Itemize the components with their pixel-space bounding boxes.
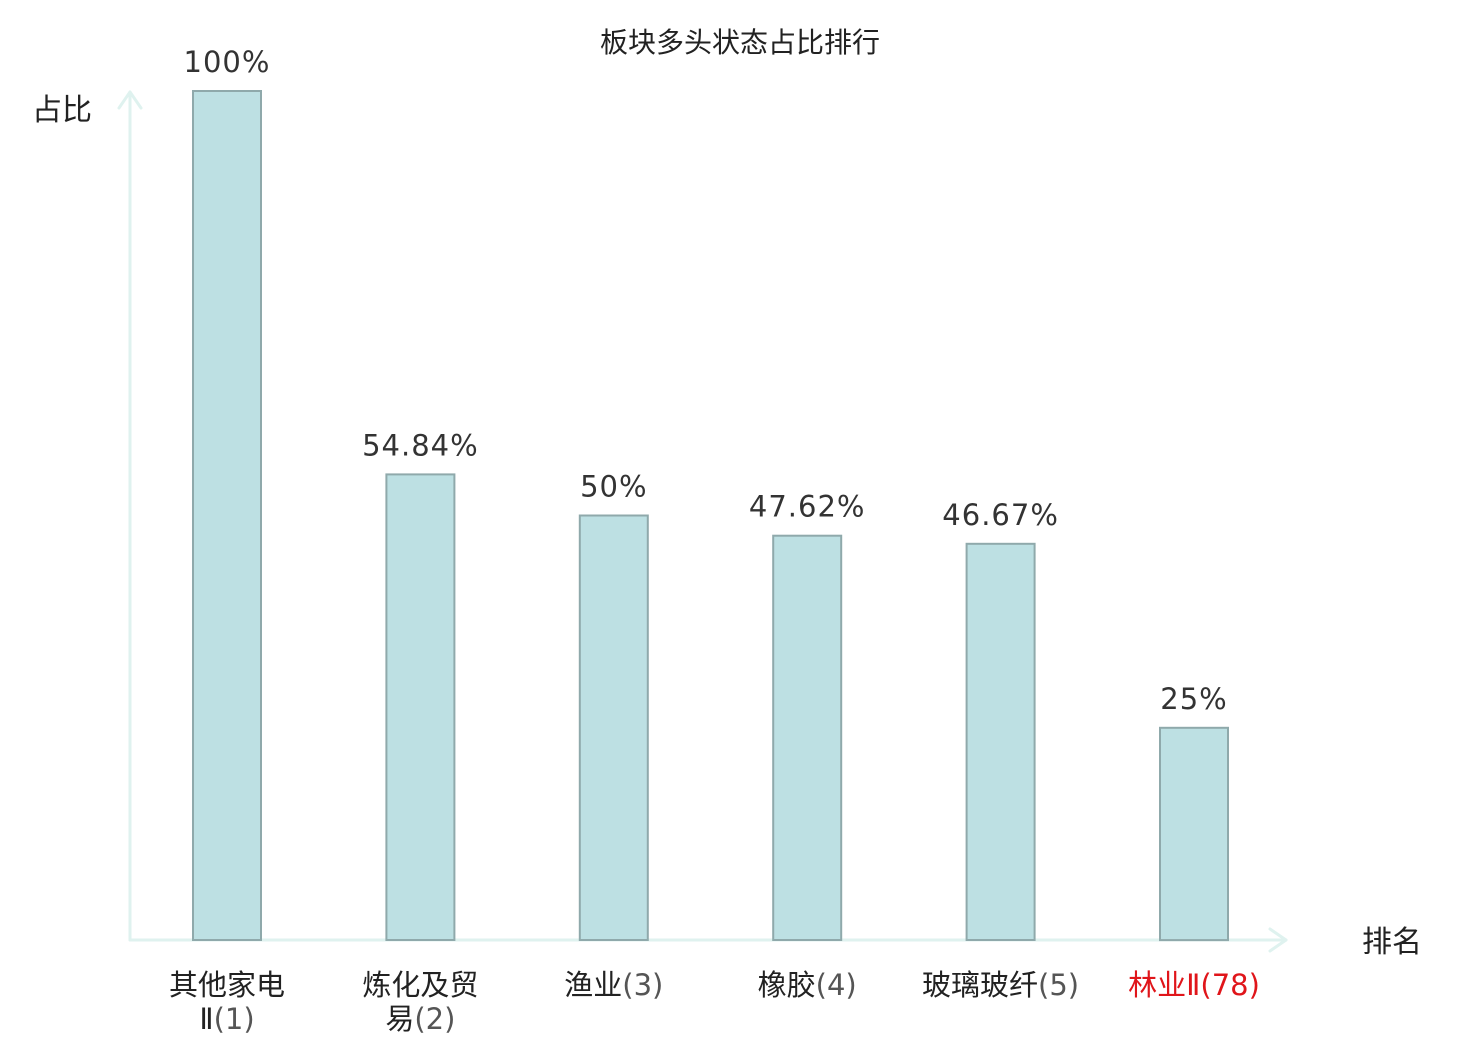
bar-series [192,90,1229,942]
category-name: 炼化及贸 [362,968,478,1002]
bar [578,514,649,941]
bar-value-label: 46.67% [942,498,1059,532]
bar [1159,726,1229,942]
bar-value-label: 47.62% [749,490,866,524]
category-name: Ⅱ [199,1002,213,1036]
category-name: 林业Ⅱ [1128,968,1200,1002]
category-rank: (2) [414,1002,455,1036]
x-axis-arrow-icon [1268,927,1288,953]
category-rank: (1) [214,1002,255,1036]
category-label: 玻璃玻纤(5) [922,968,1079,1002]
category-label: 橡胶(4) [758,968,857,1002]
category-rank: (3) [622,968,663,1002]
category-name: 玻璃玻纤 [922,968,1038,1002]
category-name: 橡胶 [758,968,816,1002]
bar [772,534,843,941]
category-rank: (4) [816,968,857,1002]
category-label: 炼化及贸 [362,968,478,1002]
bar [385,473,456,941]
bar-value-label: 54.84% [362,428,479,462]
category-name: 其他家电 [169,968,285,1002]
category-label: Ⅱ(1) [199,1002,254,1036]
data-labels: 100% 54.84% 50% 47.62% 46.67% 25% [184,45,1227,716]
category-label: 林业Ⅱ(78) [1128,968,1260,1002]
chart-title: 板块多头状态占比排行 [600,26,880,59]
bar-value-label: 25% [1160,682,1227,716]
category-rank: (5) [1038,968,1079,1002]
bar [965,542,1036,941]
bar-value-label: 50% [580,470,647,504]
axes [117,90,1288,953]
category-label: 渔业(3) [564,968,663,1002]
x-axis-title: 排名 [1362,925,1422,960]
y-axis-arrow-icon [117,90,143,110]
bar-value-label: 100% [184,45,271,79]
category-label: 其他家电 [169,968,285,1002]
category-label: 易(2) [385,1002,455,1036]
category-name: 易 [385,1002,414,1036]
bar [192,90,262,941]
y-axis-title: 占比 [32,93,92,128]
category-name: 渔业 [564,968,622,1002]
category-rank: (78) [1200,968,1260,1002]
